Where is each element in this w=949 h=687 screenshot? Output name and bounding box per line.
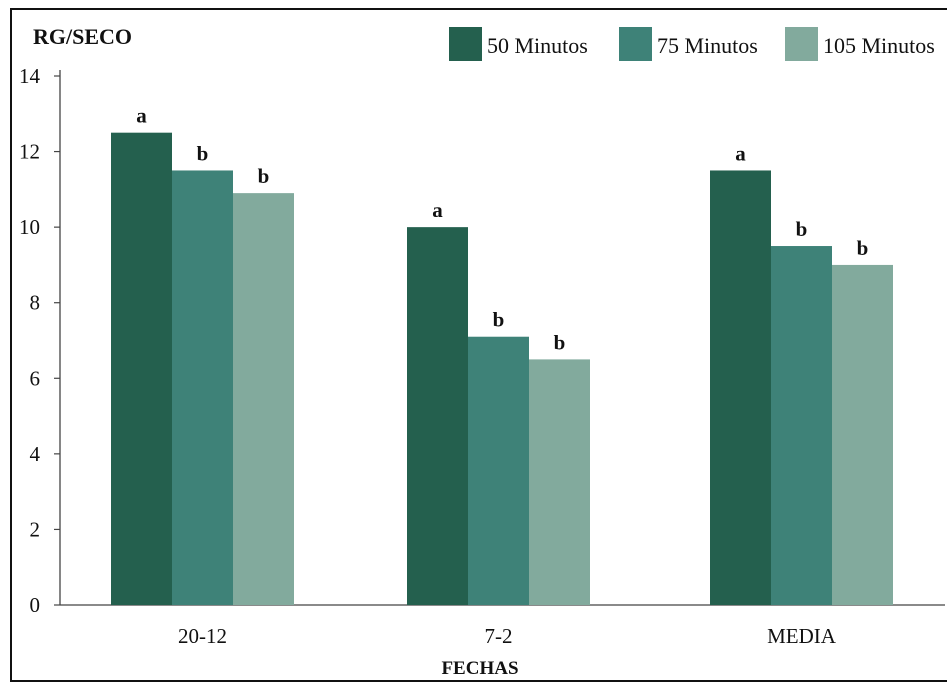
bar (710, 170, 771, 605)
legend-label: 105 Minutos (823, 33, 935, 58)
significance-label: b (493, 308, 505, 332)
bar (529, 359, 590, 605)
bar (832, 264, 893, 605)
y-tick-label: 2 (30, 517, 41, 541)
bar (771, 246, 832, 606)
y-tick-label: 10 (19, 215, 40, 239)
significance-label: b (197, 141, 209, 165)
significance-label: a (735, 141, 746, 165)
y-tick-label: 8 (30, 291, 41, 315)
x-tick-label: MEDIA (767, 624, 837, 648)
x-tick-label: 20-12 (178, 624, 227, 648)
significance-label: b (554, 330, 566, 354)
bar (172, 170, 233, 605)
y-tick-label: 12 (19, 140, 40, 164)
significance-label: a (136, 104, 147, 128)
x-axis-title: FECHAS (441, 658, 518, 679)
legend: 50 Minutos 75 Minutos 105 Minutos (449, 27, 935, 61)
bars: a b b 20-12 a b b 7-2 a b b MEDIA (111, 104, 893, 648)
legend-swatch (619, 27, 652, 61)
y-tick-label: 14 (19, 64, 41, 88)
bar (233, 193, 294, 605)
significance-label: b (857, 236, 869, 260)
bar (468, 336, 529, 605)
significance-label: a (432, 198, 443, 222)
legend-swatch (449, 27, 482, 61)
legend-label: 75 Minutos (657, 33, 758, 58)
significance-label: b (258, 164, 270, 188)
x-tick-label: 7-2 (485, 624, 513, 648)
y-axis-title: RG/SECO (33, 24, 132, 49)
significance-label: b (796, 217, 808, 241)
chart-frame (10, 8, 947, 682)
bar (407, 227, 468, 605)
legend-swatch (785, 27, 818, 61)
y-tick-label: 6 (30, 366, 41, 390)
y-tick-label: 0 (30, 593, 41, 617)
legend-label: 50 Minutos (487, 33, 588, 58)
bar (111, 132, 172, 605)
y-tick-label: 4 (30, 442, 41, 466)
